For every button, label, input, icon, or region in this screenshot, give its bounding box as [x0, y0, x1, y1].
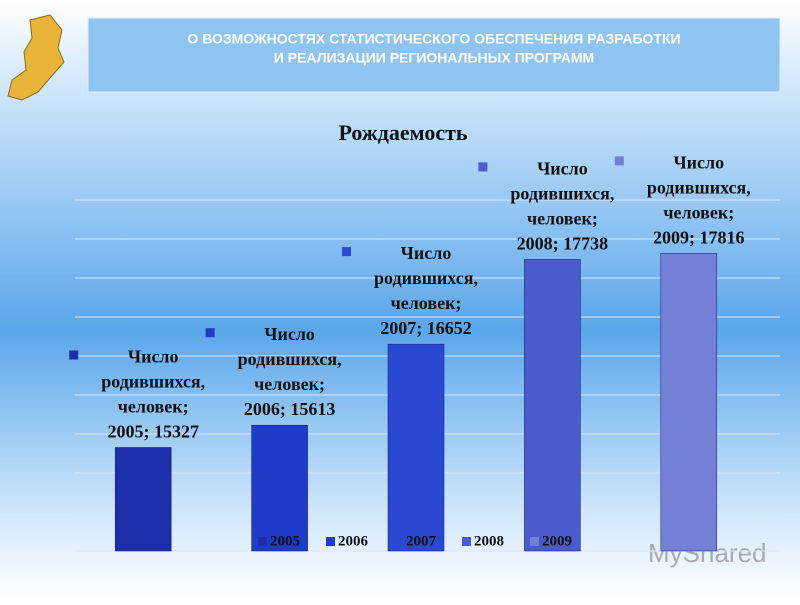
header-line: О ВОЗМОЖНОСТЯХ СТАТИСТИЧЕСКОГО ОБЕСПЕЧЕН… — [187, 31, 680, 47]
label-line: 2006; 15613 — [244, 399, 336, 419]
legend-key — [394, 537, 403, 546]
label-sep: ; — [689, 227, 700, 247]
label-key — [478, 162, 488, 172]
label-value: 17816 — [700, 227, 745, 247]
label-line: 2005; 15327 — [107, 422, 199, 442]
label-value: 15613 — [290, 399, 335, 419]
legend-label: 2009 — [542, 533, 572, 549]
label-line: Число — [537, 159, 588, 179]
data-label: Число родившихся, человек; 2008; 17738 — [510, 159, 614, 254]
label-line: родившихся, — [238, 349, 342, 369]
bar — [387, 343, 445, 552]
label-category: 2007 — [380, 318, 416, 338]
label-line: человек; — [527, 209, 598, 229]
header-line: И РЕАЛИЗАЦИИ РЕГИОНАЛЬНЫХ ПРОГРАММ — [274, 50, 594, 66]
label-category: 2008 — [517, 234, 553, 254]
label-category: 2009 — [653, 227, 689, 247]
data-label: Число родившихся, человек; 2006; 15613 — [238, 324, 342, 419]
label-value: 15327 — [154, 422, 199, 442]
label-line: родившихся, — [647, 177, 751, 197]
label-line: человек; — [663, 202, 734, 222]
label-line: Число — [128, 347, 179, 367]
label-value: 16652 — [427, 318, 472, 338]
region-map-icon — [7, 14, 65, 101]
bar — [660, 253, 718, 552]
legend-label: 2007 — [406, 533, 437, 549]
legend-key — [258, 537, 267, 546]
bar — [251, 424, 308, 552]
label-category: 2006 — [244, 399, 280, 419]
label-key — [614, 156, 624, 166]
label-line: человек; — [118, 397, 189, 417]
label-value: 17738 — [563, 234, 608, 254]
bar — [114, 447, 172, 552]
label-line: Число — [264, 324, 315, 344]
legend-key — [326, 537, 335, 546]
legend-label: 2006 — [338, 533, 369, 549]
label-sep: ; — [280, 399, 291, 419]
label-key — [69, 350, 79, 360]
label-line: 2008; 17738 — [517, 234, 609, 254]
label-sep: ; — [416, 318, 427, 338]
legend-key — [530, 537, 539, 546]
label-line: Число — [673, 152, 724, 172]
data-label: Число родившихся, человек; 2005; 15327 — [101, 347, 205, 442]
data-label: Число родившихся, человек; 2007; 16652 — [374, 243, 478, 338]
legend-key — [462, 537, 471, 546]
label-line: 2007; 16652 — [380, 318, 472, 338]
label-line: человек; — [254, 374, 325, 394]
label-sep: ; — [143, 422, 154, 442]
label-sep: ; — [553, 234, 564, 254]
label-line: родившихся, — [510, 184, 614, 204]
label-line: Число — [401, 243, 452, 263]
label-category: 2005 — [107, 422, 143, 442]
label-line: человек; — [391, 293, 462, 313]
label-key — [205, 328, 215, 338]
legend-label: 2005 — [270, 533, 300, 549]
bar — [524, 259, 581, 552]
header-box — [87, 17, 781, 93]
chart-title: Рождаемость — [338, 120, 467, 145]
data-label: Число родившихся, человек; 2009; 17816 — [647, 152, 751, 247]
legend-label: 2008 — [474, 533, 504, 549]
label-line: родившихся, — [374, 268, 478, 288]
label-line: родившихся, — [101, 372, 205, 392]
label-key — [342, 247, 351, 257]
label-line: 2009; 17816 — [653, 227, 745, 247]
